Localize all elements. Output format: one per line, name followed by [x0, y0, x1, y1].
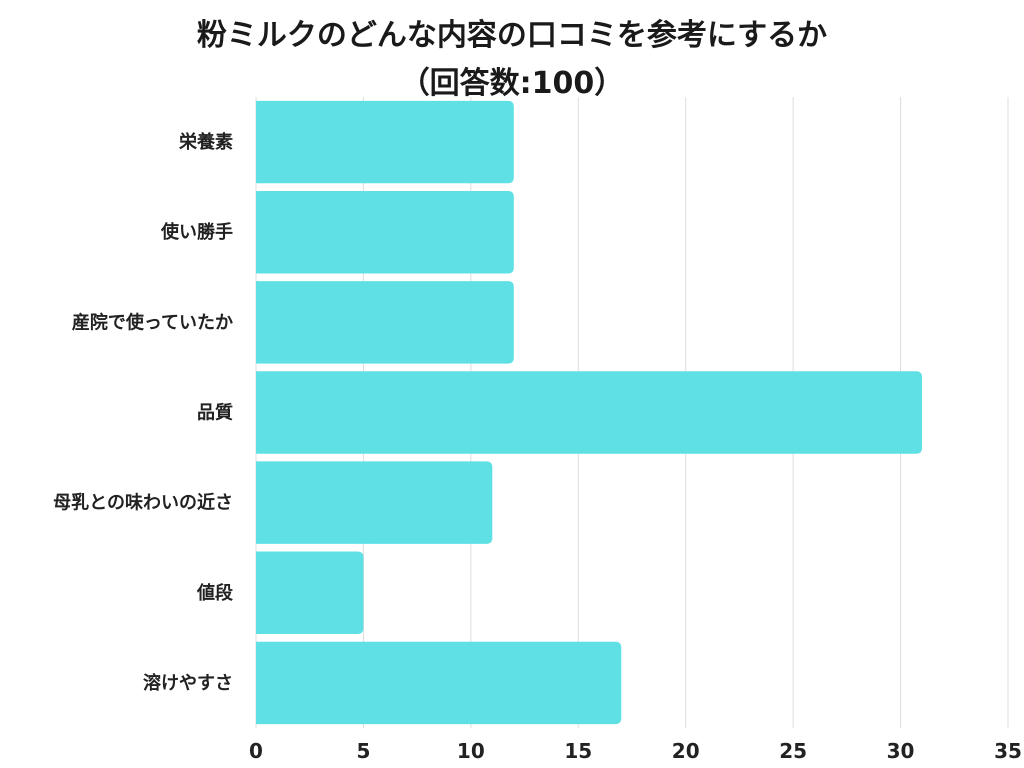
bar: [256, 641, 622, 725]
category-label: 品質: [197, 402, 233, 424]
bar: [256, 190, 514, 274]
x-tick-label: 15: [564, 739, 592, 763]
chart-title: 粉ミルクのどんな内容の口コミを参考にするか: [196, 18, 828, 53]
x-tick-label: 5: [356, 739, 370, 763]
category-label: 産院で使っていたか: [72, 311, 233, 333]
bar: [256, 100, 514, 184]
x-axis-ticks: 0 5 10 15 20 25 30 35: [249, 739, 1022, 763]
x-tick-label: 30: [887, 739, 915, 763]
x-tick-label: 10: [457, 739, 485, 763]
x-tick-label: 0: [249, 739, 263, 763]
category-label: 値段: [196, 582, 234, 604]
bar: [256, 371, 923, 454]
category-label: 使い勝手: [160, 221, 233, 243]
x-tick-label: 35: [994, 739, 1022, 763]
category-label: 溶けやすさ: [143, 672, 233, 694]
bar: [256, 551, 364, 635]
bar: [256, 461, 493, 544]
bars: [256, 100, 923, 725]
category-label: 母乳との味わいの近さ: [53, 492, 233, 514]
chart-subtitle: （回答数:100）: [399, 66, 625, 101]
x-tick-label: 25: [779, 739, 807, 763]
category-label: 栄養素: [178, 131, 233, 153]
x-tick-label: 20: [672, 739, 700, 763]
bar: [256, 281, 514, 364]
